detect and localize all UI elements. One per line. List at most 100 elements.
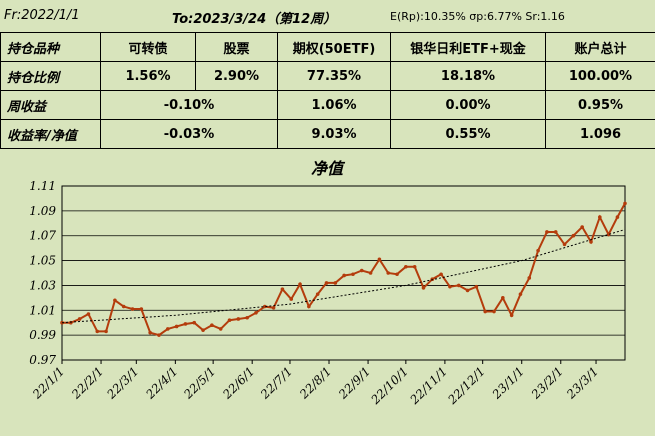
table-cell: 1.56% (100, 61, 196, 91)
x-axis: 22/1/1 22/2/122/3/1 22/4/1 22/5/1 22/6/1 22/7… (29, 360, 601, 408)
nav-point (254, 310, 258, 315)
table-cell: 0.00% (390, 90, 546, 120)
nav-point (492, 309, 496, 314)
nav-point (342, 273, 346, 278)
nav-point (227, 318, 232, 323)
nav-point (210, 323, 214, 327)
nav-point (545, 230, 549, 234)
x-tick-label: 22/8/1 (296, 364, 334, 402)
x-tick-label: 22/12/1 (444, 364, 487, 407)
nav-point (289, 297, 294, 301)
x-tick-label: 22/6/1 (219, 364, 257, 402)
y-tick-label: 1.09 (29, 204, 56, 218)
table-cell: 100.00% (545, 61, 655, 91)
nav-point (280, 287, 285, 291)
table-row: 周收益 -0.10% 1.06% 0.00% 0.95% (0, 90, 655, 120)
table-cell: 0.55% (390, 119, 546, 149)
x-tick-label: 22/5/1 (180, 364, 218, 402)
x-tick-label: 23/2/1 (528, 364, 566, 402)
table-cell: -0.10% (100, 90, 278, 120)
chart-title: 净值 (311, 159, 346, 178)
y-tick-label: 1.11 (29, 179, 56, 193)
nav-point (448, 284, 452, 289)
nav-point (483, 309, 487, 314)
table-cell: 0.95% (545, 90, 655, 120)
nav-point (157, 333, 161, 337)
x-tick-label: 22/2/1 (68, 364, 106, 402)
nav-point (86, 312, 91, 316)
nav-point (404, 264, 408, 269)
nav-point (571, 233, 576, 238)
nav-point (562, 242, 567, 247)
y-tick-label: 0.97 (29, 353, 56, 367)
report-header: Fr:2022/1/1 To:2023/3/24（第12周） E(Rp):10.… (0, 0, 655, 32)
nav-point (174, 324, 179, 329)
table-row: 持仓品种 可转债 股票 期权(50ETF) 银华日利ETF+现金 账户总计 (0, 32, 655, 62)
col-header-etf-cash: 银华日利ETF+现金 (390, 32, 546, 62)
x-tick-label: 22/3/1 (104, 364, 142, 402)
table-cell: 1.06% (277, 90, 391, 120)
nav-point (201, 328, 205, 332)
y-tick-label: 1.01 (29, 303, 56, 317)
row-label-return-nav: 收益率/净值 (0, 119, 101, 149)
nav-point (580, 225, 584, 229)
y-tick-label: 1.07 (29, 229, 56, 243)
nav-point (333, 281, 338, 285)
x-tick-label: 22/10/1 (368, 364, 411, 407)
nav-point (183, 322, 188, 326)
nav-point (623, 201, 627, 206)
nav-point (324, 281, 329, 285)
y-tick-label: 1.03 (29, 278, 56, 292)
x-tick-label: 22/7/1 (257, 364, 295, 402)
x-tick-label: 22/11/1 (407, 364, 450, 407)
nav-point (359, 268, 364, 273)
nav-point (245, 315, 249, 320)
col-header-convertible: 可转债 (100, 32, 196, 62)
col-header-stock: 股票 (195, 32, 278, 62)
to-date: To:2023/3/24（第12周） (172, 12, 337, 27)
nav-line (62, 202, 626, 337)
nav-point (351, 272, 355, 277)
row-label-holding-type: 持仓品种 (0, 32, 101, 62)
nav-point (104, 329, 108, 334)
nav-point (60, 320, 64, 325)
nav-point (377, 257, 382, 262)
nav-point (271, 306, 276, 310)
nav-point (95, 329, 100, 334)
plot-frame (61, 185, 626, 361)
nav-point (615, 215, 620, 219)
row-label-allocation: 持仓比例 (0, 61, 101, 91)
nav-point (395, 272, 399, 277)
nav-point (368, 271, 373, 275)
nav-point (430, 277, 435, 282)
table-cell: 77.35% (277, 61, 391, 91)
nav-point (439, 272, 443, 277)
chart-grid (61, 185, 626, 361)
col-header-account-total: 账户总计 (545, 32, 655, 62)
nav-point (236, 317, 241, 321)
nav-point (165, 327, 170, 331)
nav-point (553, 230, 558, 234)
nav-point (509, 313, 514, 318)
nav-point (465, 288, 470, 293)
nav-point (77, 317, 82, 321)
holdings-table: 持仓品种 可转债 股票 期权(50ETF) 银华日利ETF+现金 账户总计 持仓… (0, 32, 655, 149)
from-date: Fr:2022/1/1 (4, 8, 80, 23)
nav-point (113, 298, 117, 303)
nav-point (315, 292, 320, 296)
x-tick-label: 22/1/1 (29, 364, 67, 402)
col-header-options: 期权(50ETF) (277, 32, 391, 62)
chart-series (60, 201, 627, 337)
nav-chart: 净值 0.97 0.99 1.01 1.03 1.05 1.07 1.09 1.11 22/1… (29, 159, 627, 408)
y-tick-label: 0.99 (29, 328, 56, 342)
x-tick-label: 22/4/1 (143, 364, 181, 402)
nav-point (148, 330, 152, 335)
y-tick-label: 1.05 (29, 254, 56, 268)
nav-point (386, 271, 391, 275)
nav-point (262, 304, 267, 309)
nav-point (589, 240, 593, 244)
nav-point (307, 304, 311, 309)
y-axis: 0.97 0.99 1.01 1.03 1.05 1.07 1.09 1.11 (29, 179, 56, 367)
nav-point (518, 292, 523, 296)
nav-point (606, 232, 611, 237)
